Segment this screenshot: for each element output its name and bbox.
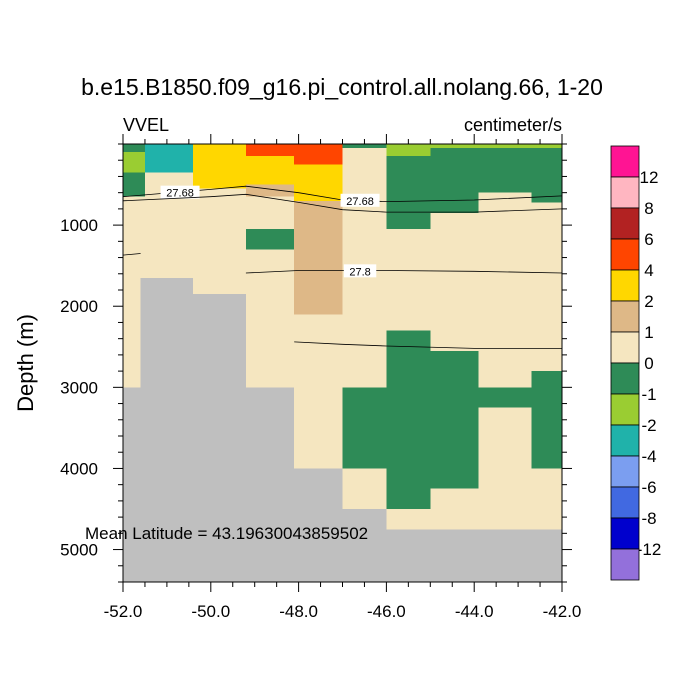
colorbar-swatch [610,331,640,364]
colorbar-label: -2 [641,416,656,435]
contour-line [122,185,563,203]
colorbar-label: -8 [641,509,656,528]
colorbar-label: 1 [644,323,653,342]
x-tick-label: -42.0 [543,602,582,621]
colorbar-swatch [610,517,640,550]
contour-line [122,193,563,213]
velocity-cell [123,144,145,153]
velocity-cell [245,184,295,197]
colorbar-label: 12 [640,168,659,187]
contour-line [245,270,563,274]
velocity-cell [430,192,479,213]
colorbar-swatch [610,145,640,178]
velocity-cell [386,330,431,388]
velocity-cell [342,144,387,149]
colorbar-label: 0 [644,354,653,373]
colorbar-swatch [610,207,640,240]
contour-line [294,341,562,349]
velocity-cell [386,156,431,230]
mean-latitude-annotation: Mean Latitude = 43.19630043859502 [85,524,368,543]
colorbar-label: 6 [644,230,653,249]
velocity-cell [531,407,562,469]
land-mask-cell [140,277,194,582]
velocity-cell [430,144,562,149]
colorbar-label: 4 [644,261,653,280]
units-label: centimeter/s [464,115,562,135]
isopycnal-contours: 27.68 27.68 27.8 [122,185,563,349]
colorbar-swatch [610,548,640,581]
colorbar-swatch [610,238,640,271]
velocity-cell [531,371,562,388]
colorbar-label: -4 [641,447,656,466]
velocity-cell [386,144,431,157]
velocity-cell [245,229,295,250]
land-mask-cell [245,387,295,582]
velocity-cell [342,431,387,469]
x-tick-label: -44.0 [455,602,494,621]
colorbar-label: -12 [637,540,662,559]
colorbar-label: 2 [644,292,653,311]
x-tick-label: -48.0 [279,602,318,621]
velocity-cell [386,431,431,509]
y-tick-label: 2000 [60,297,98,316]
velocity-cell [531,192,562,203]
land-mask-cell [386,529,562,582]
x-tick-label: -50.0 [191,602,230,621]
y-tick-label: 5000 [60,541,98,560]
contour-label: 27.68 [166,188,194,200]
y-tick-label: 1000 [60,216,98,235]
colorbar-swatch [610,362,640,395]
colorbar-swatch [610,486,640,519]
chart-title: b.e15.B1850.f09_g16.pi_control.all.nolan… [81,74,603,100]
heatmap-cells [123,144,562,582]
colorbar-swatch [610,424,640,457]
contour-label: 27.68 [346,196,374,208]
colorbar-swatch [610,300,640,333]
velocity-cell [123,152,145,173]
x-tick-label: -46.0 [367,602,406,621]
contour-label-box [340,193,380,207]
y-axis-label: Depth (m) [13,314,38,412]
variable-label: VVEL [123,115,169,135]
land-mask-cell [123,387,141,582]
velocity-cell [123,172,145,197]
x-tick-label: -52.0 [104,602,143,621]
contour-label: 27.8 [349,266,370,278]
velocity-cell [430,350,479,388]
contour-line [122,253,141,256]
colorbar-label: -1 [641,385,656,404]
colorbar-swatch [610,393,640,426]
y-tick-label: 3000 [60,378,98,397]
velocity-cell [430,148,562,193]
land-mask-cell [342,509,387,582]
velocity-cell [245,144,295,157]
colorbar-label: 8 [644,199,653,218]
axis-ticks [113,134,572,592]
velocity-cell [144,144,194,173]
colorbar-swatch [610,455,640,488]
velocity-cell [294,200,343,315]
y-tick-label: 4000 [60,459,98,478]
land-mask-cell [294,468,343,582]
colorbar-swatch [610,269,640,302]
colorbar-label: -6 [641,478,656,497]
colorbar-swatch [610,176,640,209]
velocity-cell [294,144,343,165]
velocity-cell [342,387,562,408]
velocity-cell [342,407,479,432]
contour-label-box [343,264,377,278]
velocity-cell [193,144,246,189]
contour-label-box [160,185,200,199]
land-mask-cell [193,294,246,582]
velocity-cell [245,156,295,185]
velocity-cell [294,164,343,201]
colorbar: 12 8 6 4 2 1 0 -1 -2 -4 -6 -8 -12 [610,145,662,581]
velocity-cell [430,431,479,489]
